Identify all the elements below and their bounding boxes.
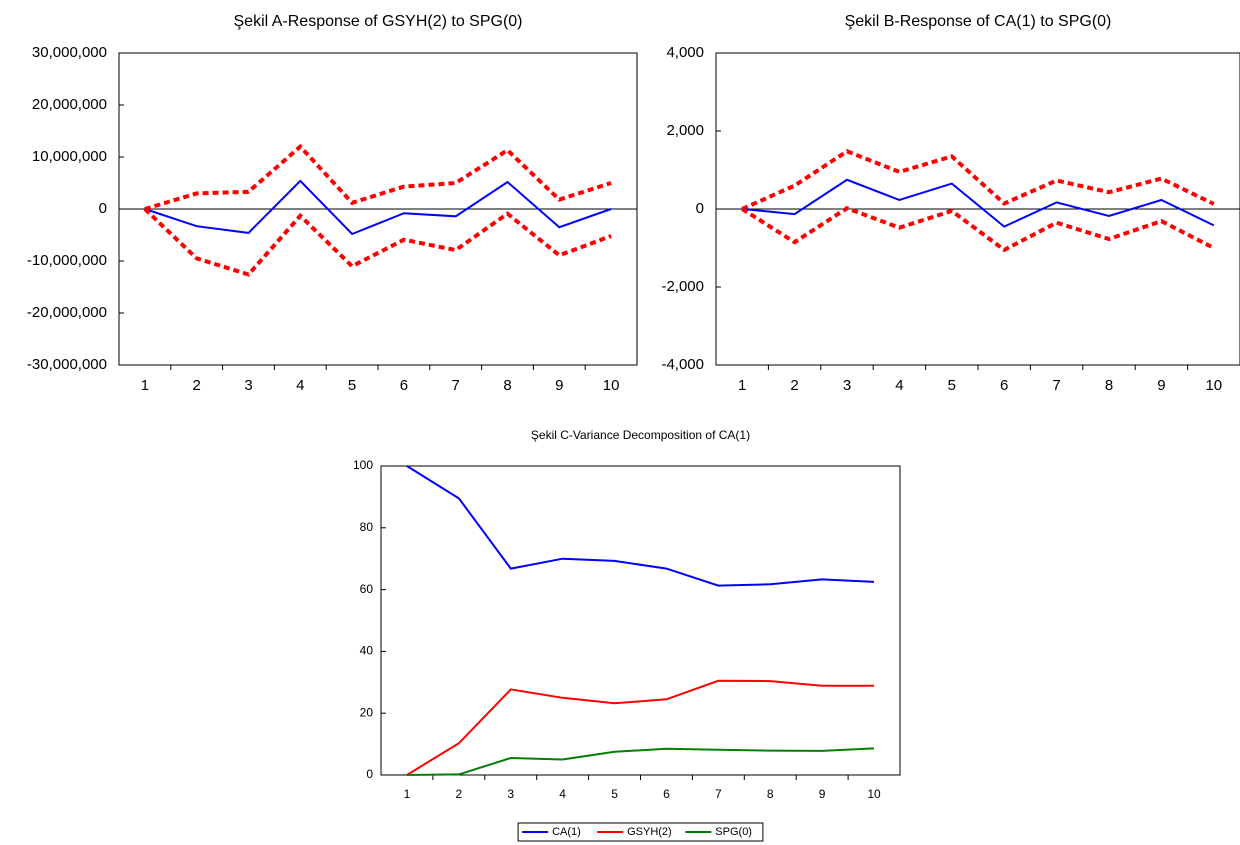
y-tick-label: 20 (360, 705, 374, 719)
y-tick-label: 100 (353, 458, 373, 472)
x-tick-label: 8 (1105, 377, 1113, 394)
chart-title: Şekil A-Response of GSYH(2) to SPG(0) (234, 13, 523, 30)
legend: CA(1) GSYH(2) SPG(0) (517, 822, 764, 842)
y-tick-label: 4,000 (666, 44, 704, 61)
legend-label: CA(1) (552, 826, 581, 838)
x-tick-label: 1 (404, 787, 411, 801)
confidence-band-line-2 (741, 205, 1215, 253)
x-tick-label: 3 (843, 377, 851, 394)
x-tick-label: 1 (141, 377, 149, 394)
x-tick-label: 6 (663, 787, 670, 801)
x-tick-label: 7 (715, 787, 722, 801)
x-tick-label: 4 (296, 377, 304, 394)
chart-c: Şekil C-Variance Decomposition of CA(1) 1… (353, 428, 901, 842)
series-line-1 (144, 179, 612, 236)
chart-a: Şekil A-Response of GSYH(2) to SPG(0) 30,… (27, 13, 638, 394)
chart-title: Şekil B-Response of CA(1) to SPG(0) (845, 13, 1112, 30)
chart-title: Şekil C-Variance Decomposition of CA(1) (531, 428, 750, 442)
legend-box (517, 822, 764, 842)
x-tick-label: 6 (400, 377, 408, 394)
x-tick-label: 5 (611, 787, 618, 801)
series-line-1 (406, 679, 874, 776)
y-tick-label: -4,000 (661, 356, 704, 373)
x-tick-label: 8 (503, 377, 511, 394)
y-tick-label: 30,000,000 (32, 44, 107, 61)
plot-frame (380, 465, 901, 776)
confidence-band-line-0 (741, 149, 1215, 211)
x-tick-label: 6 (1000, 377, 1008, 394)
x-tick-label: 9 (1157, 377, 1165, 394)
x-tick-label: 4 (559, 787, 566, 801)
x-tick-label: 2 (790, 377, 798, 394)
x-tick-label: 5 (348, 377, 356, 394)
x-tick-label: 3 (507, 787, 514, 801)
legend-label: SPG(0) (715, 826, 752, 838)
x-tick-label: 10 (867, 787, 881, 801)
y-tick-label: 80 (360, 520, 374, 534)
series-line-2 (406, 747, 875, 776)
y-tick-label: 10,000,000 (32, 148, 107, 165)
y-tick-label: -2,000 (661, 278, 704, 295)
x-tick-label: 1 (738, 377, 746, 394)
x-tick-label: 5 (948, 377, 956, 394)
y-tick-label: 20,000,000 (32, 96, 107, 113)
y-tick-label: -20,000,000 (27, 304, 107, 321)
x-tick-label: 9 (555, 377, 563, 394)
x-tick-label: 9 (819, 787, 826, 801)
x-tick-label: 8 (767, 787, 774, 801)
confidence-band-line-0 (144, 143, 612, 211)
x-tick-label: 3 (244, 377, 252, 394)
y-tick-label: 0 (696, 200, 704, 217)
y-tick-label: 0 (99, 200, 107, 217)
x-tick-label: 10 (603, 377, 620, 394)
y-tick-label: 0 (366, 767, 373, 781)
y-tick-label: -10,000,000 (27, 252, 107, 269)
x-tick-label: 7 (1052, 377, 1060, 394)
series-line-0 (406, 465, 875, 587)
x-tick-label: 2 (456, 787, 463, 801)
legend-label: GSYH(2) (627, 826, 672, 838)
chart-b: Şekil B-Response of CA(1) to SPG(0) 4,000… (661, 13, 1240, 394)
x-tick-label: 2 (193, 377, 201, 394)
x-tick-label: 7 (452, 377, 460, 394)
y-tick-label: 2,000 (666, 122, 704, 139)
x-tick-label: 4 (895, 377, 903, 394)
y-tick-label: -30,000,000 (27, 356, 107, 373)
y-tick-label: 40 (360, 644, 374, 658)
y-tick-label: 60 (360, 582, 374, 596)
x-tick-label: 10 (1205, 377, 1222, 394)
series-line-1 (742, 178, 1215, 228)
confidence-band-line-2 (143, 207, 612, 277)
